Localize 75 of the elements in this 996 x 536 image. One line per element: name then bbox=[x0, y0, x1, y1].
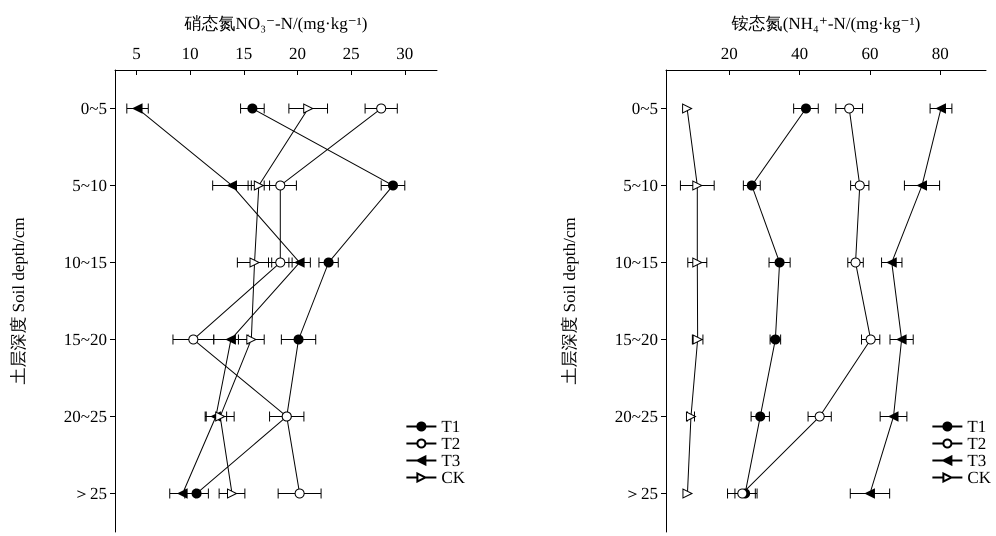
x-axis-title: 硝态氮NO₃⁻-N/(mg·kg⁻¹) bbox=[184, 14, 368, 33]
x-tick-label: 5 bbox=[132, 44, 141, 63]
y-tick-label: 15~20 bbox=[614, 330, 658, 349]
x-tick-label: 60 bbox=[861, 44, 878, 63]
x-tick-label: 15 bbox=[235, 44, 252, 63]
point bbox=[226, 488, 237, 498]
y-tick-label: 10~15 bbox=[614, 253, 658, 272]
point bbox=[178, 488, 188, 498]
point bbox=[226, 180, 237, 190]
point bbox=[303, 104, 314, 114]
legend-label: CK bbox=[967, 468, 992, 487]
point bbox=[864, 488, 875, 498]
point bbox=[854, 180, 865, 190]
point bbox=[247, 104, 258, 114]
point bbox=[755, 412, 766, 422]
point bbox=[275, 180, 286, 190]
y-tick-label: 5~10 bbox=[623, 176, 658, 195]
legend-label: T1 bbox=[441, 417, 460, 436]
point bbox=[254, 180, 264, 190]
point bbox=[294, 258, 305, 268]
point bbox=[192, 488, 202, 498]
y-tick-label: ＞25 bbox=[73, 484, 107, 503]
point bbox=[692, 258, 702, 268]
y-tick-label: 20~25 bbox=[614, 407, 658, 426]
point bbox=[682, 488, 692, 498]
point bbox=[866, 334, 876, 344]
x-axis-title: 铵态氮(NH₄⁺-N/(mg·kg⁻¹) bbox=[730, 14, 920, 33]
point bbox=[844, 104, 854, 114]
point bbox=[774, 258, 785, 268]
y-tick-label: 20~25 bbox=[64, 407, 107, 426]
legend-label: T2 bbox=[967, 434, 986, 453]
point bbox=[692, 180, 702, 190]
y-tick-label: 15~20 bbox=[64, 330, 107, 349]
point bbox=[250, 258, 260, 268]
y-tick-label: 10~15 bbox=[64, 253, 107, 272]
x-tick-label: 20 bbox=[720, 44, 738, 63]
point bbox=[294, 334, 304, 344]
legend-label: CK bbox=[441, 468, 466, 487]
y-tick-label: 5~10 bbox=[72, 176, 107, 195]
point bbox=[188, 334, 198, 344]
y-tick-label: 0~5 bbox=[80, 99, 107, 118]
x-tick-label: 40 bbox=[791, 44, 808, 63]
point bbox=[324, 258, 334, 268]
point bbox=[800, 104, 811, 114]
point bbox=[737, 488, 748, 498]
y-axis-title: 土层深度 Soil depth/cm bbox=[9, 217, 28, 385]
point bbox=[275, 258, 286, 268]
point bbox=[226, 334, 236, 344]
point bbox=[886, 258, 897, 268]
x-tick-label: 80 bbox=[932, 44, 949, 63]
x-tick-label: 10 bbox=[182, 44, 199, 63]
point bbox=[917, 180, 927, 190]
point bbox=[294, 488, 305, 498]
point bbox=[215, 412, 226, 422]
x-tick-label: 20 bbox=[288, 44, 306, 63]
x-tick-label: 25 bbox=[342, 44, 360, 63]
legend-label: T3 bbox=[967, 451, 986, 470]
point bbox=[388, 180, 398, 190]
point bbox=[888, 412, 899, 422]
legend-label: T2 bbox=[441, 434, 460, 453]
y-tick-label: ＞25 bbox=[624, 484, 658, 503]
legend-label: T1 bbox=[967, 417, 986, 436]
point bbox=[850, 258, 861, 268]
point bbox=[814, 412, 825, 422]
point bbox=[746, 180, 757, 190]
y-tick-label: 0~5 bbox=[632, 99, 658, 118]
point bbox=[682, 104, 692, 114]
point bbox=[246, 334, 256, 344]
point bbox=[132, 104, 143, 114]
point bbox=[936, 104, 946, 114]
legend-label: T3 bbox=[441, 451, 460, 470]
point bbox=[896, 334, 907, 344]
point bbox=[376, 104, 386, 114]
x-tick-label: 30 bbox=[396, 44, 414, 63]
y-axis-title: 土层深度 Soil depth/cm bbox=[560, 217, 579, 385]
